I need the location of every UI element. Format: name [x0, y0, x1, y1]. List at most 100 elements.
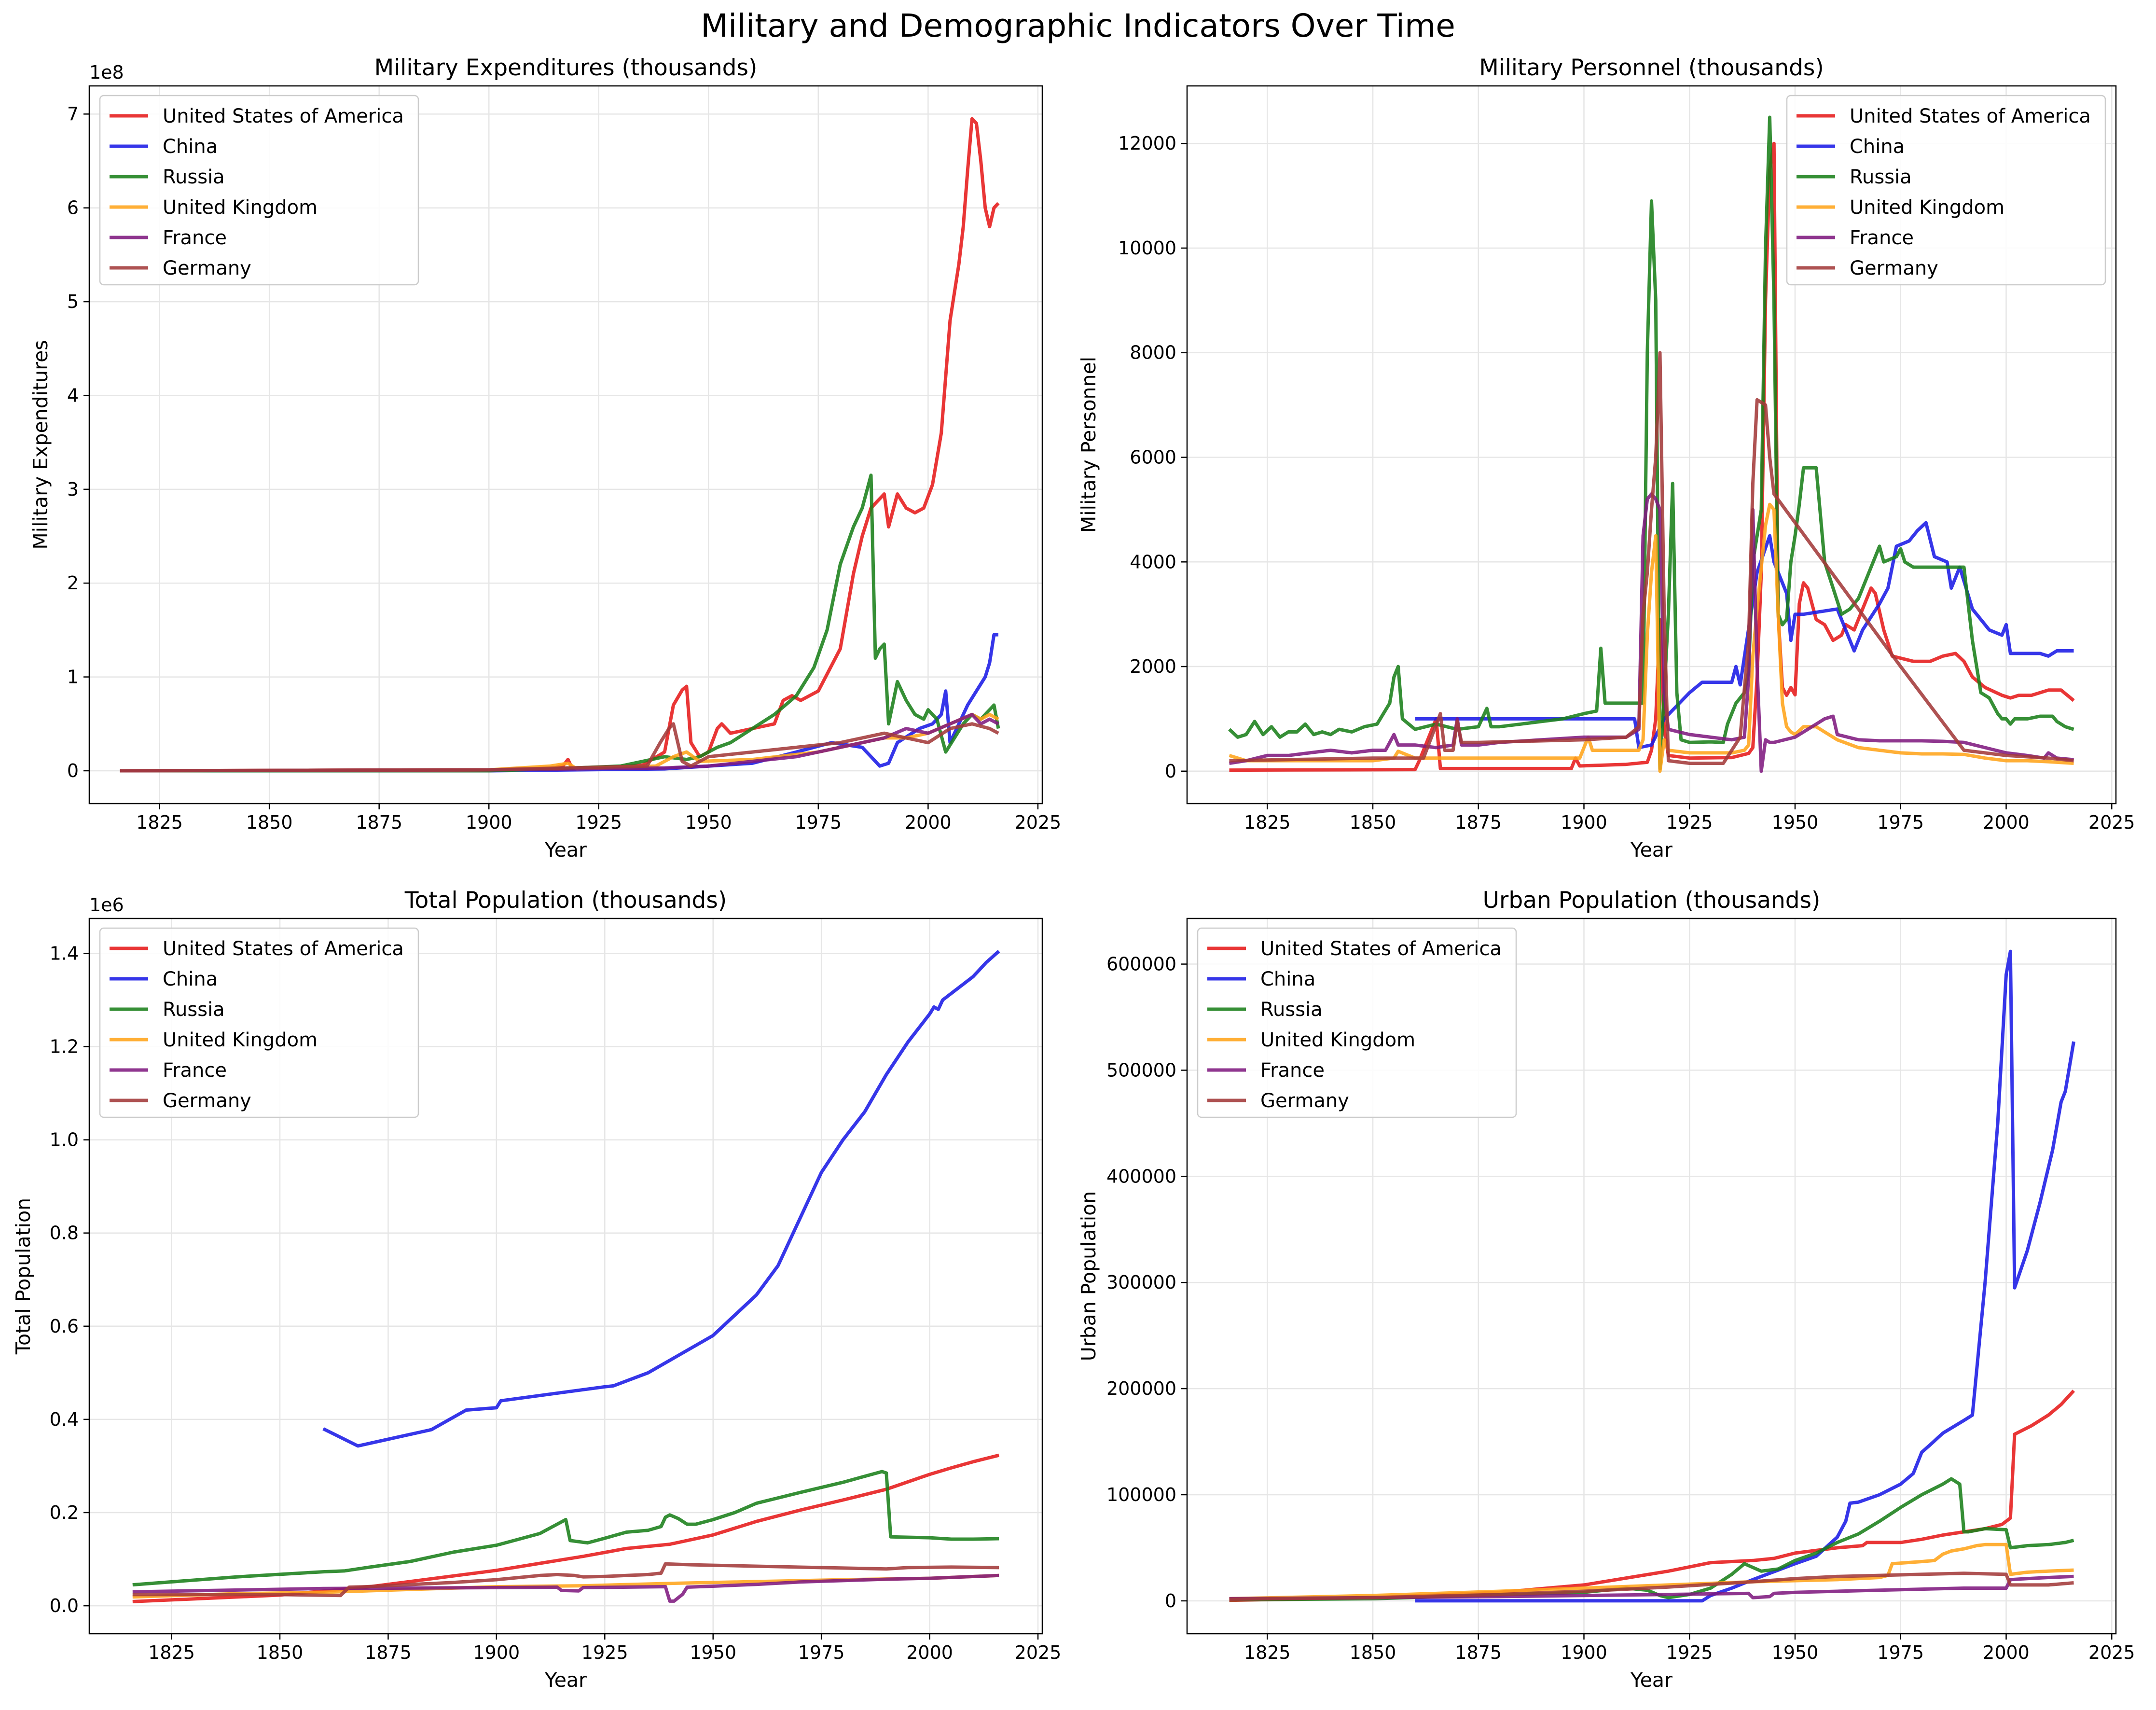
series-line-france — [132, 1573, 999, 1603]
legend-label-france: France — [1260, 1059, 1325, 1082]
legend-label-united-states-of-america: United States of America — [163, 105, 404, 127]
chart-panel-3: 1825 1850 1875 1900 1925 1950 1975 2000 2025 0.0 0… — [12, 887, 1061, 1692]
y-tick-label: 0 — [1165, 1590, 1176, 1612]
series-line-united-kingdom — [1229, 502, 2074, 773]
x-tick-label: 1925 — [1666, 812, 1713, 833]
y-axis-label: Total Population — [12, 1198, 35, 1355]
chart-panel-2: 1825 1850 1875 1900 1925 1950 1975 2000 2025 0 200… — [1077, 55, 2135, 862]
y-tick-label: 4 — [67, 385, 79, 406]
chart-title: Urban Population (thousands) — [1483, 887, 1821, 914]
y-tick-label: 0 — [1165, 761, 1176, 782]
legend-label-united-kingdom: United Kingdom — [163, 1029, 318, 1051]
x-axis-label: Year — [544, 1668, 587, 1692]
series-group — [1228, 115, 2075, 773]
x-axis-label: Year — [544, 838, 587, 862]
x-tick-label: 1975 — [795, 812, 842, 833]
legend-label-germany: Germany — [163, 1090, 251, 1112]
x-tick-label: 1825 — [1244, 1642, 1291, 1663]
chart-title: Military Personnel (thousands) — [1479, 55, 1824, 81]
series-line-united-states-of-america — [120, 117, 1000, 773]
y-tick-label: 5 — [67, 291, 79, 312]
y-tick-label: 0.8 — [50, 1223, 79, 1244]
series-group — [132, 949, 1000, 1603]
legend: United States of America China Russia Unite… — [99, 927, 419, 1118]
x-tick-label: 1875 — [356, 812, 402, 833]
y-tick-label: 10000 — [1118, 237, 1176, 259]
legend-label-germany: Germany — [1260, 1090, 1349, 1112]
y-axis-label: Urban Population — [1077, 1191, 1100, 1361]
y-tick-label: 1 — [67, 667, 79, 688]
x-tick-label: 2025 — [2088, 1642, 2135, 1663]
legend-box — [1197, 927, 1517, 1118]
x-tick-label: 1850 — [257, 1642, 304, 1663]
x-axis-label: Year — [1630, 838, 1672, 862]
series-group — [120, 117, 1000, 773]
x-tick-label: 1825 — [148, 1642, 195, 1663]
y-tick-label: 300000 — [1106, 1272, 1176, 1293]
legend-label-russia: Russia — [163, 166, 225, 188]
legend-label-france: France — [1850, 227, 1914, 249]
series-line-russia — [1228, 115, 2074, 770]
legend-label-germany: Germany — [1850, 257, 1938, 279]
y-tick-label: 1.2 — [50, 1036, 79, 1057]
y-tick-label: 200000 — [1106, 1378, 1176, 1399]
y-tick-label: 500000 — [1106, 1059, 1176, 1081]
y-tick-label: 0.4 — [50, 1409, 79, 1430]
legend-label-united-states-of-america: United States of America — [1850, 105, 2091, 127]
legend-label-united-kingdom: United Kingdom — [163, 196, 318, 219]
axes-frame — [1186, 85, 2117, 805]
legend-label-russia: Russia — [163, 999, 225, 1021]
series-group — [1229, 949, 2075, 1603]
y-tick-label: 1.0 — [50, 1129, 79, 1151]
x-tick-label: 1925 — [581, 1642, 628, 1663]
y-tick-label: 2000 — [1130, 656, 1176, 677]
legend-box — [99, 927, 419, 1118]
legend-label-china: China — [1850, 136, 1905, 158]
y-tick-label: 1.4 — [50, 943, 79, 964]
y-tick-label: 0.6 — [50, 1316, 79, 1337]
series-line-france — [120, 712, 999, 773]
legend: United States of America China Russia Unite… — [1197, 927, 1517, 1118]
x-tick-label: 2000 — [906, 1642, 953, 1663]
series-line-united-states-of-america — [1229, 141, 2075, 772]
y-tick-label: 3 — [67, 479, 79, 500]
x-axis-label: Year — [1630, 1668, 1672, 1692]
x-tick-label: 1975 — [1877, 812, 1924, 833]
series-line-germany — [120, 722, 999, 773]
chart-panel-4: 1825 1850 1875 1900 1925 1950 1975 2000 2025 0 100… — [1077, 887, 2135, 1692]
legend-label-china: China — [1260, 968, 1315, 990]
series-line-united-states-of-america — [1229, 1390, 2075, 1602]
legend-label-united-kingdom: United Kingdom — [1260, 1029, 1415, 1051]
legend-label-germany: Germany — [163, 257, 251, 279]
legend-label-united-kingdom: United Kingdom — [1850, 196, 2004, 219]
x-tick-label: 1900 — [466, 812, 512, 833]
axis-offset-label: 1e8 — [89, 62, 124, 83]
series-line-china — [1415, 521, 2074, 750]
x-tick-label: 1950 — [1772, 812, 1819, 833]
y-tick-label: 4000 — [1130, 551, 1176, 572]
y-tick-label: 6 — [67, 197, 79, 219]
x-tick-label: 2000 — [1983, 1642, 2030, 1663]
y-axis-label: Military Expenditures — [29, 340, 52, 549]
y-tick-label: 8000 — [1130, 342, 1176, 363]
series-line-russia — [132, 1470, 999, 1587]
legend-label-france: France — [163, 227, 227, 249]
series-line-russia — [120, 473, 1000, 773]
axes-frame — [1186, 918, 2117, 1635]
x-tick-label: 1900 — [1561, 1642, 1607, 1663]
chart-panel-1: 1825 1850 1875 1900 1925 1950 1975 2000 2025 0 1 2 3… — [29, 55, 1061, 862]
x-tick-label: 1975 — [1877, 1642, 1924, 1663]
x-tick-label: 1850 — [1350, 1642, 1396, 1663]
x-tick-label: 1975 — [798, 1642, 845, 1663]
x-tick-label: 1925 — [575, 812, 622, 833]
series-line-united-kingdom — [1229, 1543, 2074, 1600]
legend: United States of America China Russia Unite… — [1786, 95, 2106, 286]
x-tick-label: 1950 — [690, 1642, 736, 1663]
y-tick-label: 400000 — [1106, 1166, 1176, 1187]
series-line-germany — [132, 1562, 999, 1598]
y-tick-label: 0.0 — [50, 1595, 79, 1616]
x-tick-label: 1900 — [1561, 812, 1607, 833]
x-tick-label: 1875 — [1455, 1642, 1502, 1663]
x-tick-label: 1825 — [1244, 812, 1291, 833]
legend-label-united-states-of-america: United States of America — [163, 938, 404, 960]
